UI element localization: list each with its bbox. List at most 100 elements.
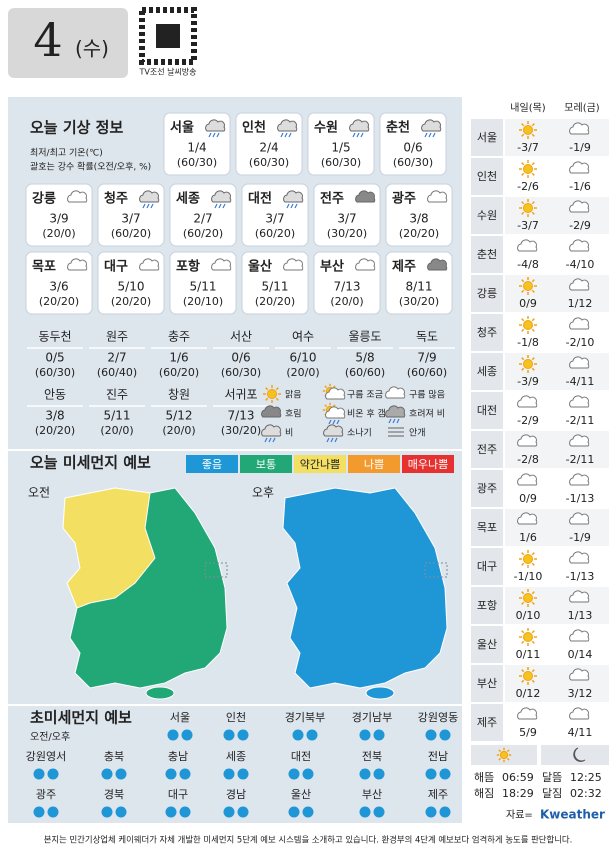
sun-ray <box>521 679 525 683</box>
rain <box>222 203 226 209</box>
rain <box>268 437 272 443</box>
dust-dot <box>179 806 191 818</box>
temperature: -4/8 <box>517 258 539 271</box>
city-name: 광주 <box>392 192 416 207</box>
sun <box>523 125 533 135</box>
date-box <box>8 8 128 78</box>
level-label: 좋음 <box>202 458 222 471</box>
cloud <box>569 590 590 603</box>
precip-prob: (30/20) <box>327 227 367 240</box>
time-value: 02:32 <box>570 787 602 800</box>
sun-ray <box>531 552 535 556</box>
temperature: 0/10 <box>516 609 541 622</box>
city-name: 수원 <box>477 209 497 222</box>
qr-caption: TV조선 날씨방송 <box>138 67 196 77</box>
cloud <box>569 395 590 408</box>
precip-prob: (60/30) <box>221 366 261 379</box>
temperature: 1/6 <box>519 531 537 544</box>
dust-dot <box>292 729 304 741</box>
dust-dot <box>373 806 385 818</box>
sun-ray <box>521 367 525 371</box>
rain <box>218 203 222 209</box>
precip-prob: (60/30) <box>249 156 289 169</box>
city-name: 울릉도 <box>348 330 381 344</box>
rain <box>272 437 276 443</box>
dust-dot <box>288 768 300 780</box>
cloud <box>569 278 590 291</box>
sun-ray <box>498 757 502 761</box>
temperature: 3/8 <box>409 212 428 226</box>
city-name: 독도 <box>416 330 438 344</box>
legend-label: 맑음 <box>285 389 302 401</box>
cloud <box>569 356 590 369</box>
cloud <box>261 405 282 418</box>
sun <box>523 359 533 369</box>
city-name: 강릉 <box>32 191 56 207</box>
rain <box>336 419 340 425</box>
sun-ray <box>324 404 328 408</box>
city-name: 서울 <box>170 120 194 136</box>
level-label: 약간나쁨 <box>300 457 340 471</box>
column-header: 내일(목) <box>510 102 546 114</box>
sun-ray <box>521 640 525 644</box>
dust-dot <box>237 806 249 818</box>
temperature: -1/13 <box>566 570 595 583</box>
region <box>62 487 156 609</box>
note: 괄호는 강수 확률(오전/오후, %) <box>30 161 151 173</box>
cloud <box>569 161 590 174</box>
city-cell <box>471 119 503 156</box>
cloud <box>205 119 226 132</box>
dust-dot <box>179 768 191 780</box>
dust-dot <box>306 729 318 741</box>
sun-ray <box>506 749 510 753</box>
sun-ray <box>531 679 535 683</box>
dust-dot <box>439 729 451 741</box>
cloud <box>569 200 590 213</box>
sun-ray <box>332 404 336 408</box>
level-label: 보통 <box>256 458 276 471</box>
sun-ray <box>521 328 525 332</box>
city-cell <box>471 509 503 546</box>
region-name: 제주 <box>428 788 448 801</box>
dust-dot <box>373 729 385 741</box>
precip-prob: (60/40) <box>97 366 137 379</box>
rain <box>352 132 356 138</box>
legend-label: 흐려져 비 <box>409 409 445 420</box>
rain <box>214 203 218 209</box>
sun-ray <box>531 211 535 215</box>
temperature: 0/9 <box>519 297 537 310</box>
temperature: 3/7 <box>337 212 356 226</box>
precip-prob: (60/20) <box>111 227 151 240</box>
map-label: 오전 <box>28 486 50 500</box>
rain <box>424 132 428 138</box>
jeju <box>145 686 175 700</box>
sun-ray <box>531 640 535 644</box>
dust-dot <box>223 806 235 818</box>
city-name: 인천 <box>477 169 497 183</box>
temperature: 2/7 <box>107 351 126 365</box>
precip-prob: (20/10) <box>183 295 223 308</box>
jeju <box>365 686 395 700</box>
temperature: 5/11 <box>262 280 289 294</box>
temperature: -1/9 <box>569 531 591 544</box>
city-name: 원주 <box>106 330 128 344</box>
region-name: 경기북부 <box>285 711 325 724</box>
legend-label: 안개 <box>409 428 426 439</box>
city-cell <box>471 626 503 663</box>
temperature: -2/11 <box>566 453 595 466</box>
region <box>282 487 448 689</box>
rain <box>334 437 338 443</box>
sun <box>523 554 533 564</box>
city-cell <box>471 314 503 351</box>
temperature: -1/6 <box>569 180 591 193</box>
cloud <box>517 434 538 447</box>
temperature: -2/9 <box>517 414 539 427</box>
map-label: 오후 <box>252 486 274 500</box>
temperature: 5/11 <box>104 409 131 423</box>
temperature: 0/9 <box>519 492 537 505</box>
cloud <box>385 386 406 399</box>
temperature: 5/11 <box>190 280 217 294</box>
region-name: 세종 <box>226 750 246 763</box>
temperature: 2/7 <box>193 212 212 226</box>
cloud <box>517 239 538 252</box>
